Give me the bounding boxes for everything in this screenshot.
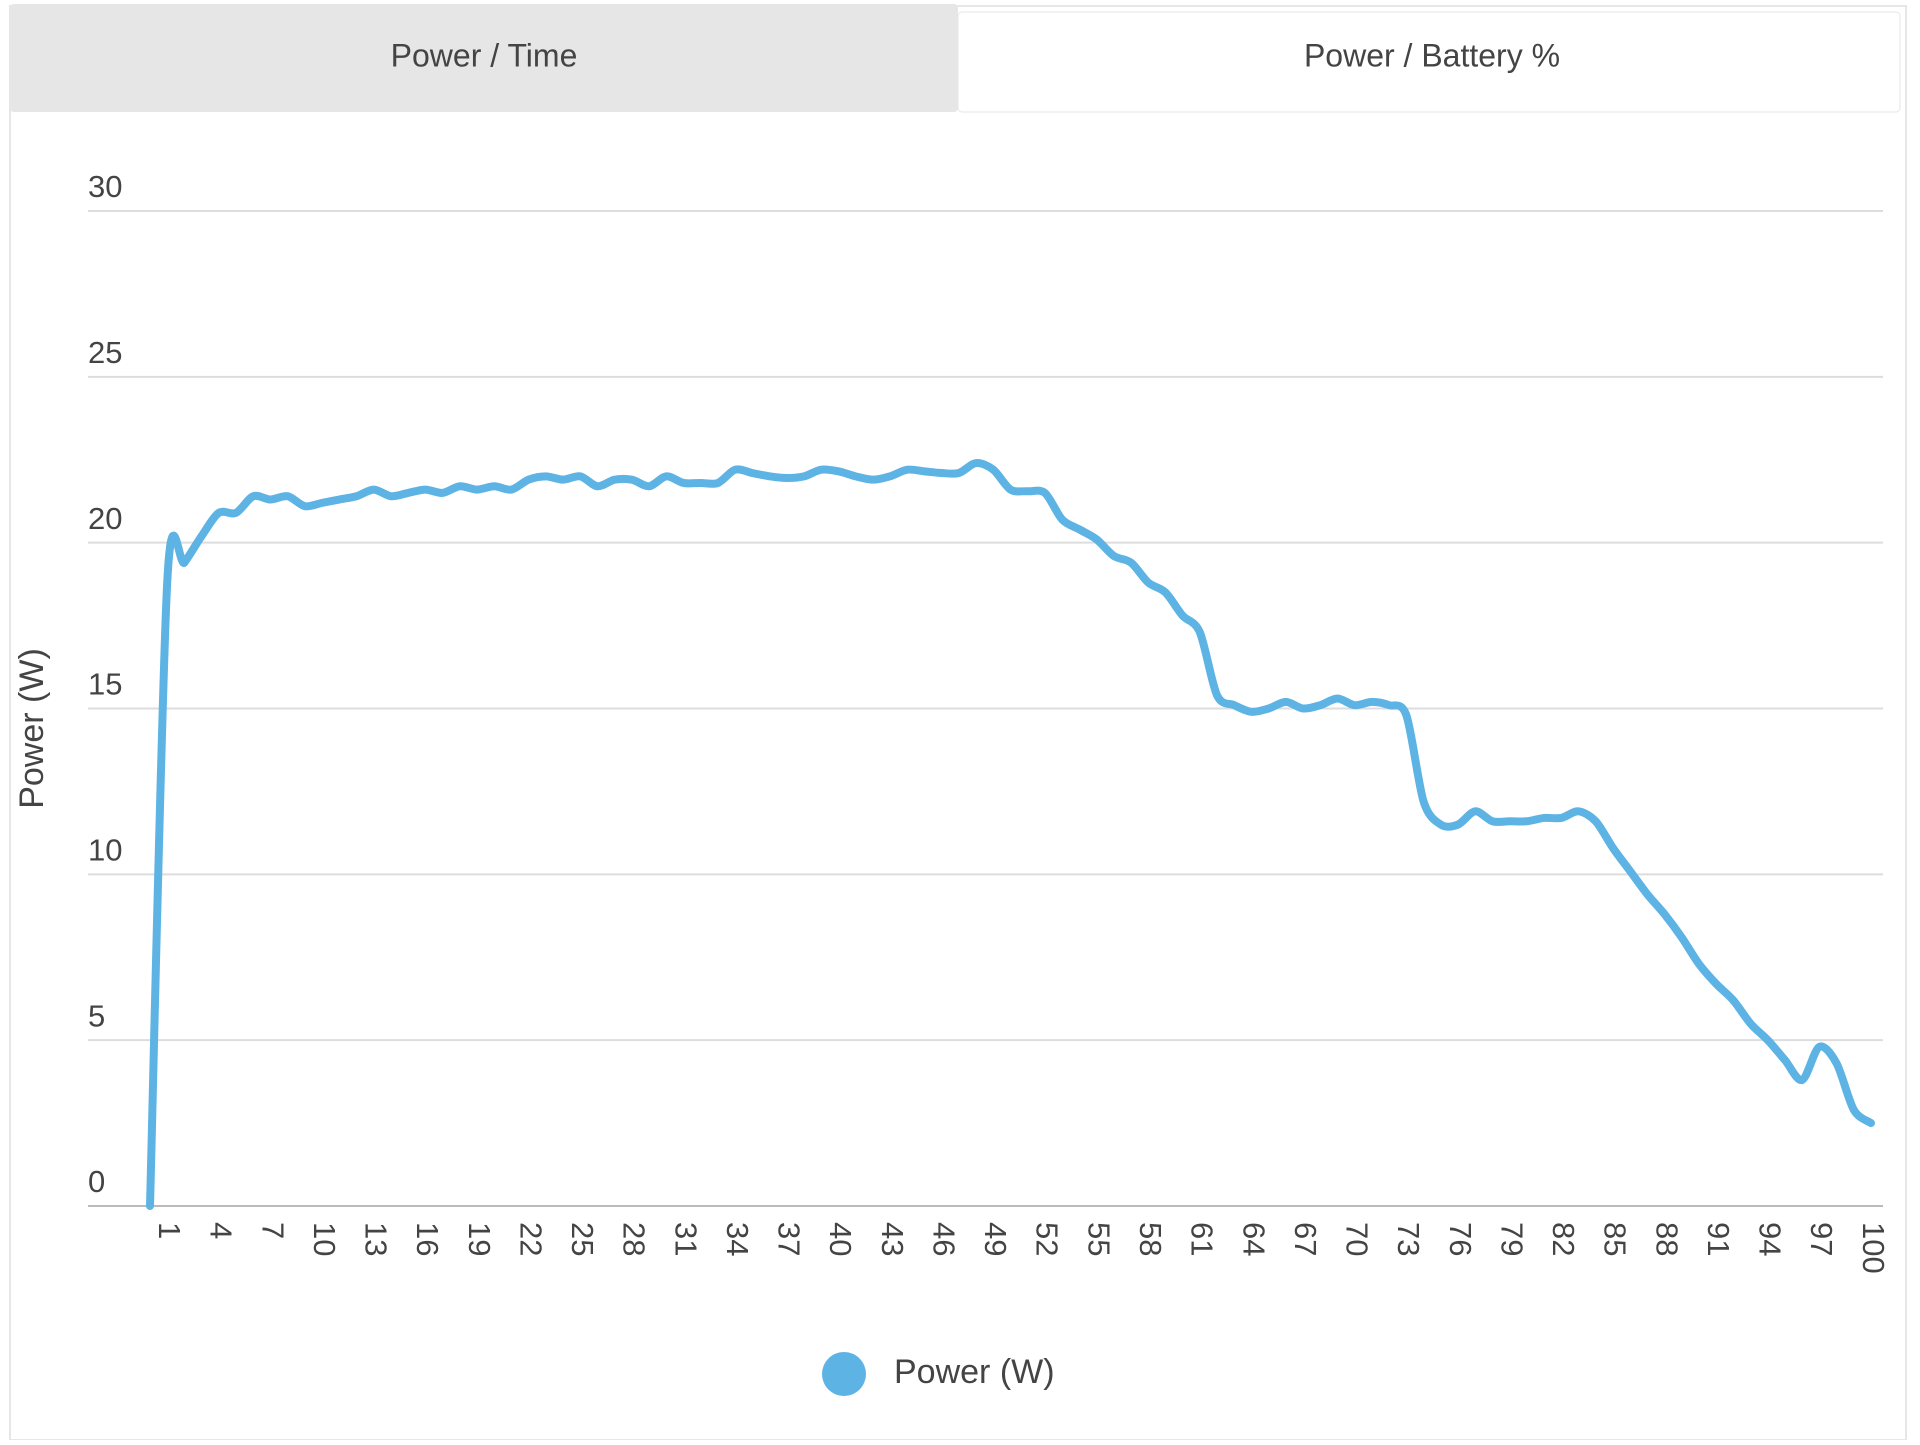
x-tick-label: 19 [462, 1222, 497, 1256]
tab-label[interactable]: Power / Time [391, 37, 578, 73]
x-tick-label: 10 [307, 1222, 342, 1256]
x-tick-label: 28 [617, 1222, 652, 1256]
x-tick-label: 97 [1804, 1222, 1839, 1256]
tab[interactable] [10, 4, 958, 112]
x-tick-label: 61 [1185, 1222, 1220, 1256]
x-tick-label: 67 [1288, 1222, 1323, 1256]
x-tick-label: 91 [1701, 1222, 1736, 1256]
x-tick-label: 46 [926, 1222, 961, 1256]
x-tick-label: 79 [1494, 1222, 1529, 1256]
y-tick-label: 25 [88, 335, 122, 370]
x-tick-label: 64 [1236, 1222, 1271, 1256]
x-tick-label: 85 [1598, 1222, 1633, 1256]
x-tick-label: 88 [1649, 1222, 1684, 1256]
x-tick-label: 40 [823, 1222, 858, 1256]
x-tick-label: 16 [410, 1222, 445, 1256]
tab[interactable] [957, 11, 1901, 113]
x-tick-label: 70 [1340, 1222, 1375, 1256]
y-tick-label: 10 [88, 833, 122, 868]
legend-label[interactable]: Power (W) [894, 1353, 1055, 1391]
panel [9, 5, 1907, 1441]
x-tick-label: 94 [1753, 1222, 1788, 1256]
x-tick-label: 1 [152, 1222, 187, 1239]
data-line [146, 459, 1875, 1210]
y-tick-label: 20 [88, 501, 122, 536]
x-tick-label: 31 [668, 1222, 703, 1256]
y-tick-label: 0 [88, 1164, 105, 1199]
x-tick-label: 73 [1391, 1222, 1426, 1256]
x-tick-label: 43 [875, 1222, 910, 1256]
x-tick-label: 76 [1443, 1222, 1478, 1256]
x-tick-label: 55 [1081, 1222, 1116, 1256]
legend-marker[interactable] [822, 1352, 866, 1396]
x-tick-label: 37 [772, 1222, 807, 1256]
y-axis-label: Power (W) [13, 648, 51, 809]
tab-label[interactable]: Power / Battery % [1304, 37, 1560, 73]
x-tick-label: 82 [1546, 1222, 1581, 1256]
x-tick-label: 7 [255, 1222, 290, 1239]
x-tick-label: 58 [1133, 1222, 1168, 1256]
x-tick-label: 22 [513, 1222, 548, 1256]
x-tick-label: 34 [720, 1222, 755, 1256]
x-tick-label: 52 [1030, 1222, 1065, 1256]
x-tick-label: 49 [978, 1222, 1013, 1256]
x-tick-label: 4 [204, 1222, 239, 1239]
y-tick-label: 30 [88, 169, 122, 204]
x-tick-label: 25 [565, 1222, 600, 1256]
x-tick-label: 13 [359, 1222, 394, 1256]
x-tick-label: 100 [1856, 1222, 1891, 1274]
y-tick-label: 15 [88, 667, 122, 702]
y-tick-label: 5 [88, 998, 105, 1033]
